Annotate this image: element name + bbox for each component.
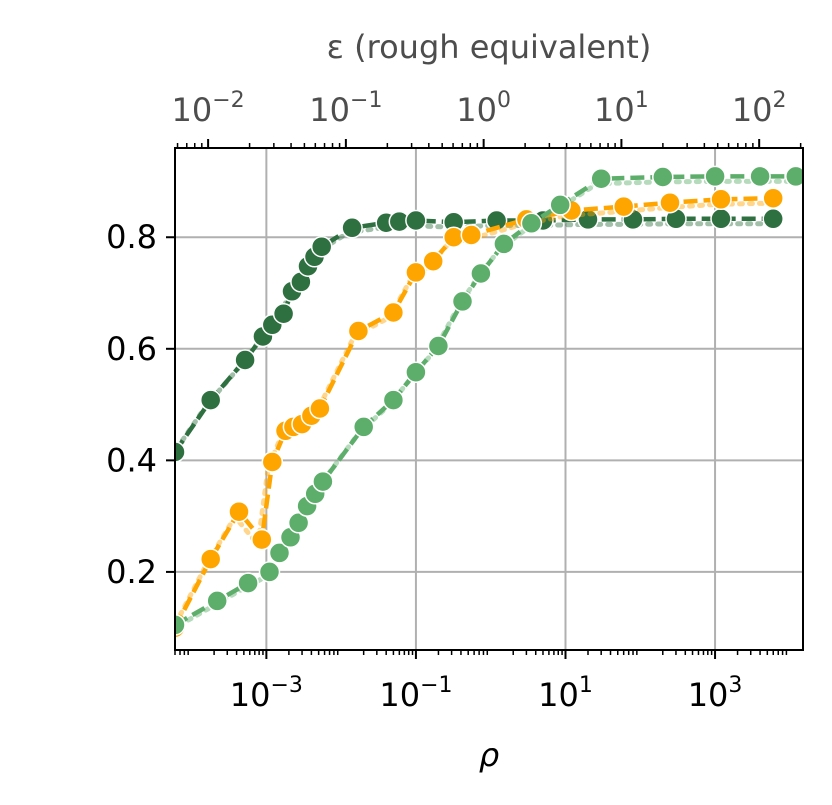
data-point [199,548,222,570]
x-tick-label: 10−1 [379,673,452,714]
data-point [206,590,228,612]
data-point [762,187,784,209]
data-point [612,195,635,218]
series-2 [175,187,784,639]
top-tick-label: 102 [732,88,787,129]
top-tick-label: 10−2 [172,88,245,129]
top-axis-label: ε (rough equivalent) [327,28,652,66]
data-point [175,441,186,463]
y-tick-label: 0.4 [106,441,157,479]
data-point [659,191,681,214]
data-point [405,209,427,232]
data-point [272,302,295,325]
data-point [382,301,405,324]
data-point [347,320,370,342]
data-point [175,614,186,636]
data-point [427,335,450,357]
data-point [451,290,474,313]
y-tick-label: 0.2 [106,553,157,591]
data-point [312,470,334,493]
y-tick-label: 0.6 [106,330,157,368]
plot-frame [174,147,804,651]
data-point [493,233,515,255]
series-1 [175,208,784,463]
series-line [175,174,796,627]
data-point [520,212,543,235]
data-point [309,397,331,420]
data-point [460,224,483,246]
data-point [251,528,273,551]
x-tick-label: 10−3 [230,673,303,714]
data-point [258,561,281,583]
x-axis-label: ρ [479,736,499,774]
series-3 [175,165,803,636]
data-point [442,226,465,248]
data-point [352,416,375,438]
top-tick-label: 10−1 [309,88,382,129]
data-point [785,165,803,188]
data-point [485,209,508,232]
data-point [590,167,612,190]
x-tick-label: 103 [688,673,743,714]
data-point [341,217,363,239]
series-line [175,195,774,629]
data-point [762,208,784,230]
data-point [405,361,427,383]
data-point [268,542,291,564]
series-layer [175,165,803,639]
data-point [710,208,732,230]
data-point [549,194,571,216]
data-point [310,235,333,258]
data-point [199,389,222,411]
data-point [652,166,674,188]
data-point [422,250,444,272]
data-point [749,165,771,188]
x-tick-label: 101 [538,673,593,714]
data-point [261,451,284,473]
data-point [405,261,427,284]
axes: 10−3 10−1 101 103 0.2 0.4 0.6 0.8 10−2 10−1 100 101… [106,88,802,714]
top-tick-label: 101 [594,88,649,129]
data-point [704,165,726,188]
data-point [470,262,492,285]
top-tick-label: 100 [456,88,511,129]
data-point [382,389,405,411]
data-point [228,500,250,523]
series-line-dotted [175,200,772,631]
y-tick-label: 0.8 [106,218,157,256]
data-point [234,349,256,371]
data-point [237,572,259,594]
data-point [287,512,310,534]
data-point [710,188,732,211]
